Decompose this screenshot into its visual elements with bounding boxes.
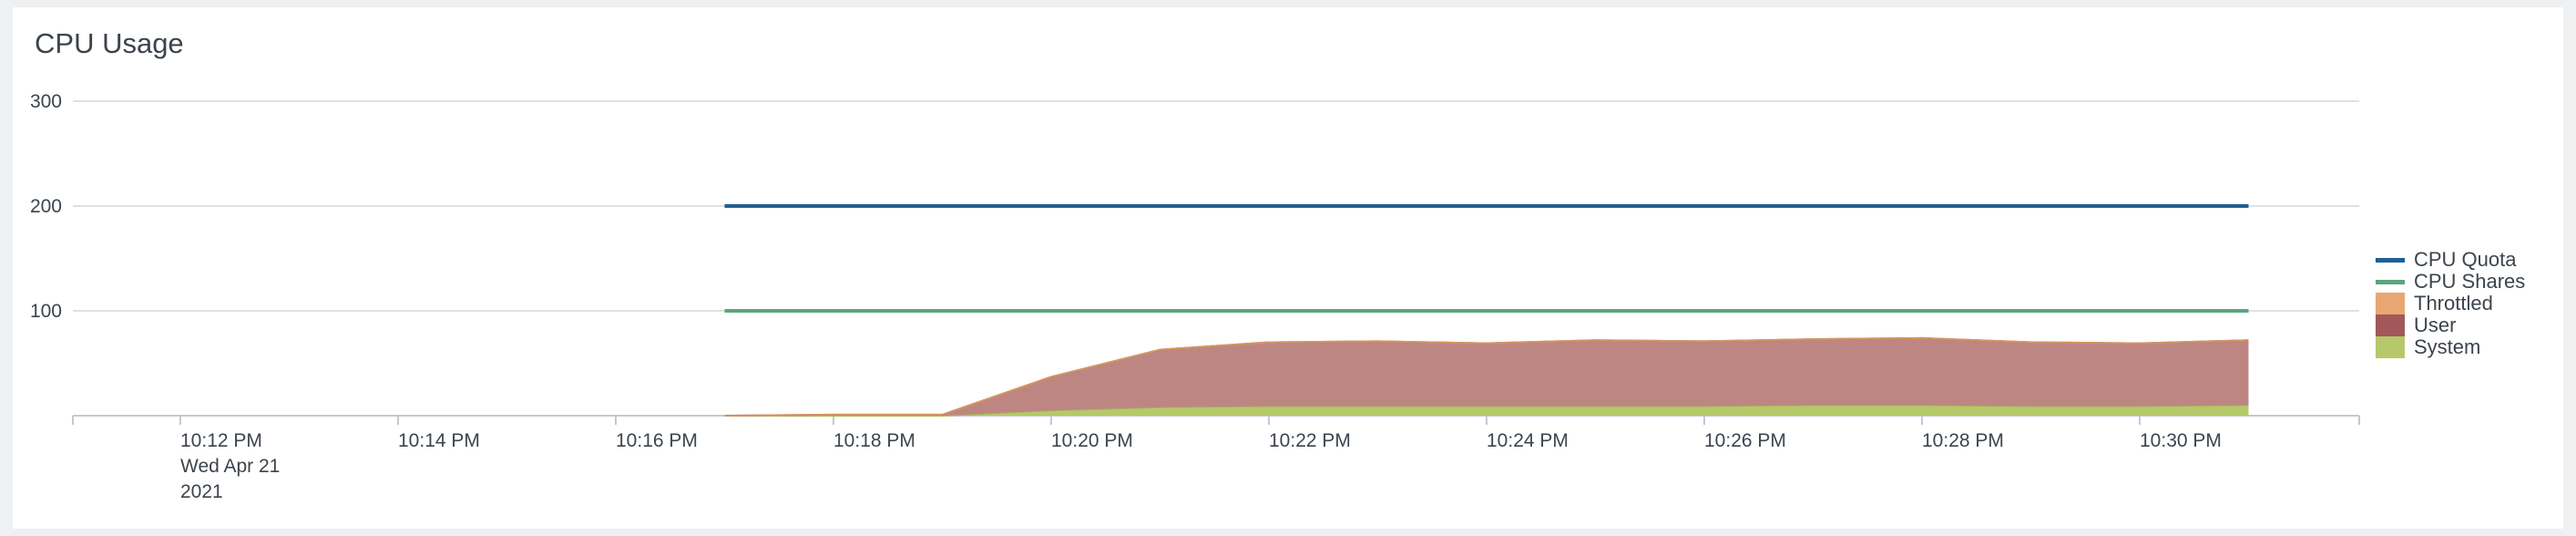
area-user: [724, 337, 2249, 416]
x-tick-label: 10:22 PM: [1269, 430, 1351, 451]
area-system: [724, 405, 2249, 416]
x-tick-sublabel: 2021: [180, 481, 223, 502]
x-tick-sublabel: Wed Apr 21: [180, 456, 280, 477]
x-tick-label: 10:30 PM: [2140, 430, 2222, 451]
chart-panel: CPU Usage 100 200 300 10:12 PM Wed Apr 21 202…: [13, 7, 2563, 529]
x-tick-label: 10:26 PM: [1704, 430, 1786, 451]
legend-swatch: [2376, 336, 2405, 358]
legend-item-system[interactable]: System: [2376, 336, 2525, 358]
legend-swatch: [2376, 293, 2405, 314]
legend-item-user[interactable]: User: [2376, 314, 2525, 336]
legend-item-throttled[interactable]: Throttled: [2376, 293, 2525, 314]
chart-legend: CPU Quota CPU Shares Throttled User System: [2376, 249, 2525, 358]
cpu-usage-chart: 100 200 300 10:12 PM Wed Apr 21 2021 10:14 PM 1…: [30, 91, 2360, 502]
legend-swatch: [2376, 314, 2405, 336]
legend-label: Throttled: [2414, 292, 2493, 314]
legend-label: System: [2414, 335, 2481, 358]
legend-swatch: [2376, 257, 2405, 263]
legend-label: CPU Shares: [2414, 270, 2526, 293]
y-tick-label: 300: [30, 91, 62, 112]
x-tick-label: 10:14 PM: [398, 430, 480, 451]
x-tick-label: 10:24 PM: [1487, 430, 1569, 451]
x-tick-label: 10:12 PM: [180, 430, 262, 451]
y-tick-label: 200: [30, 196, 62, 217]
x-tick-label: 10:20 PM: [1051, 430, 1133, 451]
x-tick-label: 10:28 PM: [1922, 430, 2004, 451]
legend-item-cpu-shares[interactable]: CPU Shares: [2376, 271, 2525, 293]
x-tick-label: 10:18 PM: [833, 430, 915, 451]
legend-swatch: [2376, 279, 2405, 284]
area-edge-throttled: [724, 336, 2249, 417]
legend-item-cpu-quota[interactable]: CPU Quota: [2376, 249, 2525, 271]
x-tick-label: 10:16 PM: [616, 430, 698, 451]
panel-title: CPU Usage: [35, 27, 184, 59]
y-tick-label: 100: [30, 301, 62, 322]
legend-label: User: [2414, 314, 2457, 336]
legend-label: CPU Quota: [2414, 248, 2517, 271]
